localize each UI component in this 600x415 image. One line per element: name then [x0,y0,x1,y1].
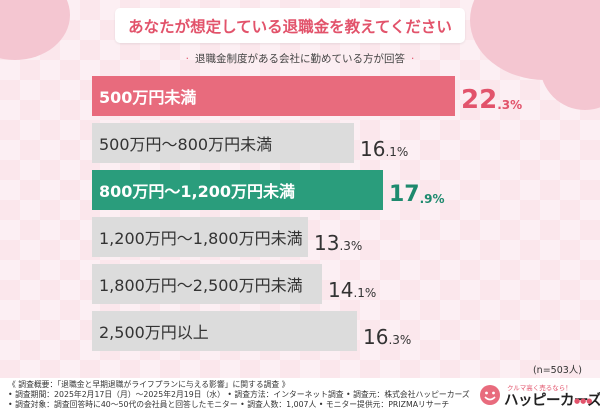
value-label-integer: 14 [328,278,354,302]
category-label-6: 2,500万円以上 [99,323,209,342]
category-label-2: 500万円～800万円未満 [99,135,273,154]
bar-4 [92,217,308,257]
value-label-integer: 16 [360,137,386,161]
logo-tagline: クルマ高く売るなら！ [507,384,572,392]
survey-footer: 《 調査概要：「退職金と早期退職がライフプランに与える影響」に関する調査 》 •… [0,378,600,415]
subtitle-text: 退職金制度がある会社に勤めている方が回答 [195,53,405,65]
bar-2 [92,123,354,163]
value-label-2: 16.1% [360,123,408,163]
bar-1 [92,76,455,116]
value-label-decimal: .1% [385,145,409,159]
logo-name: ハッピーカーズ [504,393,600,409]
value-label-5: 14.1% [328,264,376,304]
subtitle-dot-right: · [411,53,415,65]
value-label-integer: 13 [314,231,340,255]
logo-dots: ●●● [574,397,593,405]
chart-title: あなたが想定している退職金を教えてください [115,8,465,43]
subtitle-dot-left: · [185,53,189,65]
value-label-decimal: .1% [353,286,377,300]
footer-line-target: • 調査対象：調査回答時に40～50代の会社員と回答したモニター • 調査人数：… [8,400,450,409]
value-label-integer: 16 [363,325,389,349]
value-label-6: 16.3% [363,311,411,351]
bar-5 [92,264,322,304]
chart-subtitle: · 退職金制度がある会社に勤めている方が回答 · [0,51,600,66]
value-label-1: 22.3% [461,76,522,116]
category-label-1: 500万円未満 [99,88,197,107]
value-label-integer: 17 [389,182,420,207]
bar-3 [92,170,383,210]
footer-line-overview: 《 調査概要：「退職金と早期退職がライフプランに与える影響」に関する調査 》 [8,380,290,389]
footer-line-period: • 調査期間：2025年2月17日（月）～2025年2月19日（水） • 調査方… [8,390,470,399]
value-label-decimal: .3% [339,239,363,253]
value-label-decimal: .3% [497,98,523,112]
happycars-logo-icon [480,385,500,405]
value-label-3: 17.9% [389,170,445,210]
category-label-5: 1,800万円～2,500万円未満 [99,276,303,295]
value-label-decimal: .9% [419,192,445,206]
bar-6 [92,311,357,351]
sample-size-label: (n=503人) [532,365,582,376]
value-label-decimal: .3% [388,333,412,347]
value-label-integer: 22 [461,85,498,115]
category-label-4: 1,200万円～1,800万円未満 [99,229,303,248]
category-label-3: 800万円～1,200万円未満 [99,182,296,201]
value-label-4: 13.3% [314,217,362,257]
